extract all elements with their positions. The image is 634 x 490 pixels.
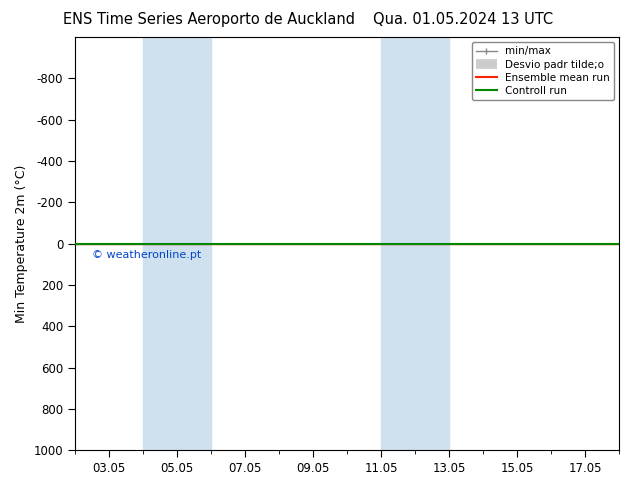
Bar — [381, 37, 449, 450]
Text: Qua. 01.05.2024 13 UTC: Qua. 01.05.2024 13 UTC — [373, 12, 553, 27]
Bar — [143, 37, 211, 450]
Text: ENS Time Series Aeroporto de Auckland: ENS Time Series Aeroporto de Auckland — [63, 12, 355, 27]
Text: © weatheronline.pt: © weatheronline.pt — [92, 250, 201, 260]
Y-axis label: Min Temperature 2m (°C): Min Temperature 2m (°C) — [15, 165, 28, 323]
Legend: min/max, Desvio padr tilde;o, Ensemble mean run, Controll run: min/max, Desvio padr tilde;o, Ensemble m… — [472, 42, 614, 100]
